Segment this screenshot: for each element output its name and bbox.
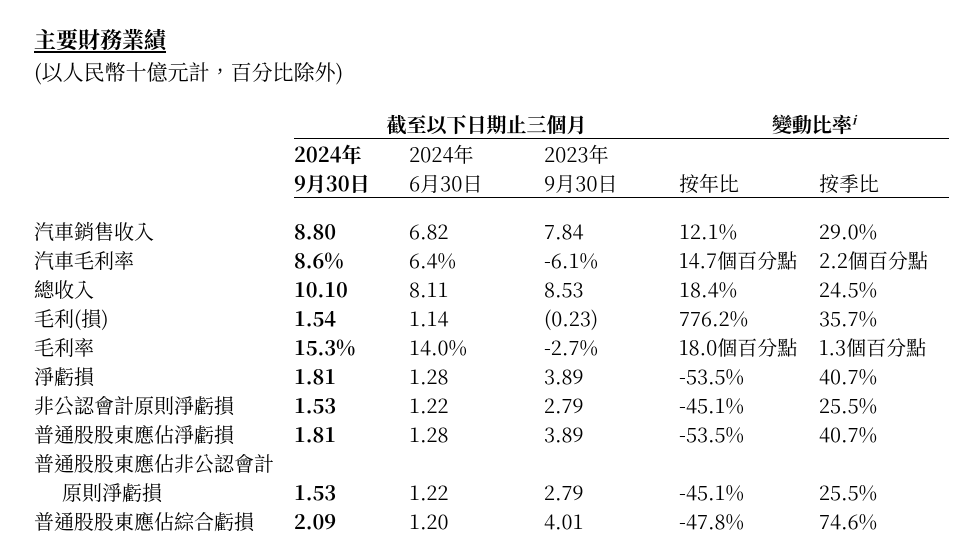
table-row: 毛利率 15.3% 14.0% -2.7% 18.0個百分點 1.3個百分點	[34, 332, 949, 361]
cell: 1.28	[409, 361, 544, 390]
hdr-col3-year: 2023年	[544, 139, 679, 169]
cell: 14.0%	[409, 332, 544, 361]
row-label: 汽車銷售收入	[34, 216, 294, 245]
cell: 18.4%	[679, 274, 819, 303]
cell: 40.7%	[819, 361, 949, 390]
table-row: 非公認會計原則淨虧損 1.53 1.22 2.79 -45.1% 25.5%	[34, 390, 949, 419]
cell: 3.89	[544, 419, 679, 448]
cell: 8.11	[409, 274, 544, 303]
cell: 8.6%	[294, 245, 409, 274]
cell: 74.6%	[819, 506, 949, 535]
cell: 6.82	[409, 216, 544, 245]
hdr-col1-date: 9月30日	[294, 168, 409, 198]
table-row: 普通股股東應佔淨虧損 1.81 1.28 3.89 -53.5% 40.7%	[34, 419, 949, 448]
header-period-span: 截至以下日期止三個月	[294, 109, 679, 139]
cell: 1.3個百分點	[819, 332, 949, 361]
hdr-col4: 按年比	[679, 168, 819, 198]
cell: 40.7%	[819, 419, 949, 448]
cell: 8.53	[544, 274, 679, 303]
cell: 1.81	[294, 361, 409, 390]
cell: 4.01	[544, 506, 679, 535]
row-label: 總收入	[34, 274, 294, 303]
row-label: 汽車毛利率	[34, 245, 294, 274]
hdr-col5: 按季比	[819, 168, 949, 198]
table-row: 汽車銷售收入 8.80 6.82 7.84 12.1% 29.0%	[34, 216, 949, 245]
row-label: 毛利率	[34, 332, 294, 361]
hdr-col2-year: 2024年	[409, 139, 544, 169]
cell: 1.53	[294, 477, 409, 506]
cell: -53.5%	[679, 419, 819, 448]
section-title: 主要財務業績	[34, 24, 937, 55]
cell: 2.2個百分點	[819, 245, 949, 274]
table-row: 淨虧損 1.81 1.28 3.89 -53.5% 40.7%	[34, 361, 949, 390]
cell: 12.1%	[679, 216, 819, 245]
row-label: 毛利(損)	[34, 303, 294, 332]
cell: 3.89	[544, 361, 679, 390]
cell: 1.22	[409, 477, 544, 506]
cell: (0.23)	[544, 303, 679, 332]
cell: 1.20	[409, 506, 544, 535]
hdr-col2-date: 6月30日	[409, 168, 544, 198]
cell: 1.28	[409, 419, 544, 448]
table-row: 毛利(損) 1.54 1.14 (0.23) 776.2% 35.7%	[34, 303, 949, 332]
cell: 7.84	[544, 216, 679, 245]
row-label-bottom: 原則淨虧損	[34, 477, 294, 506]
cell: 8.80	[294, 216, 409, 245]
table-row: 普通股股東應佔非公認會計	[34, 448, 949, 477]
header-change-sup: i	[852, 111, 856, 128]
cell: 18.0個百分點	[679, 332, 819, 361]
row-label: 普通股股東應佔綜合虧損	[34, 506, 294, 535]
section-subtitle: (以人民幣十億元計，百分比除外)	[34, 57, 937, 87]
table-row: 總收入 10.10 8.11 8.53 18.4% 24.5%	[34, 274, 949, 303]
header-change-span: 變動比率i	[679, 109, 949, 139]
row-label: 淨虧損	[34, 361, 294, 390]
cell: 1.14	[409, 303, 544, 332]
cell: 10.10	[294, 274, 409, 303]
cell: -6.1%	[544, 245, 679, 274]
row-label: 非公認會計原則淨虧損	[34, 390, 294, 419]
cell: -47.8%	[679, 506, 819, 535]
table-row: 原則淨虧損 1.53 1.22 2.79 -45.1% 25.5%	[34, 477, 949, 506]
cell: 776.2%	[679, 303, 819, 332]
cell: 15.3%	[294, 332, 409, 361]
cell: 2.09	[294, 506, 409, 535]
cell: 2.79	[544, 390, 679, 419]
cell: 25.5%	[819, 477, 949, 506]
cell: 14.7個百分點	[679, 245, 819, 274]
cell: -2.7%	[544, 332, 679, 361]
cell: 1.81	[294, 419, 409, 448]
cell: 1.53	[294, 390, 409, 419]
row-label: 普通股股東應佔淨虧損	[34, 419, 294, 448]
cell: 29.0%	[819, 216, 949, 245]
row-label-top: 普通股股東應佔非公認會計	[34, 448, 294, 477]
cell: 35.7%	[819, 303, 949, 332]
cell: 2.79	[544, 477, 679, 506]
hdr-col3-date: 9月30日	[544, 168, 679, 198]
financial-table: 截至以下日期止三個月 變動比率i 2024年 2024年 2023年 9月30日…	[34, 109, 949, 535]
table-row: 普通股股東應佔綜合虧損 2.09 1.20 4.01 -47.8% 74.6%	[34, 506, 949, 535]
cell: -53.5%	[679, 361, 819, 390]
cell: 24.5%	[819, 274, 949, 303]
cell: 6.4%	[409, 245, 544, 274]
header-change-text: 變動比率	[772, 109, 852, 138]
table-row: 汽車毛利率 8.6% 6.4% -6.1% 14.7個百分點 2.2個百分點	[34, 245, 949, 274]
cell: 1.54	[294, 303, 409, 332]
hdr-col1-year: 2024年	[294, 139, 409, 169]
cell: 25.5%	[819, 390, 949, 419]
cell: -45.1%	[679, 390, 819, 419]
cell: -45.1%	[679, 477, 819, 506]
cell: 1.22	[409, 390, 544, 419]
